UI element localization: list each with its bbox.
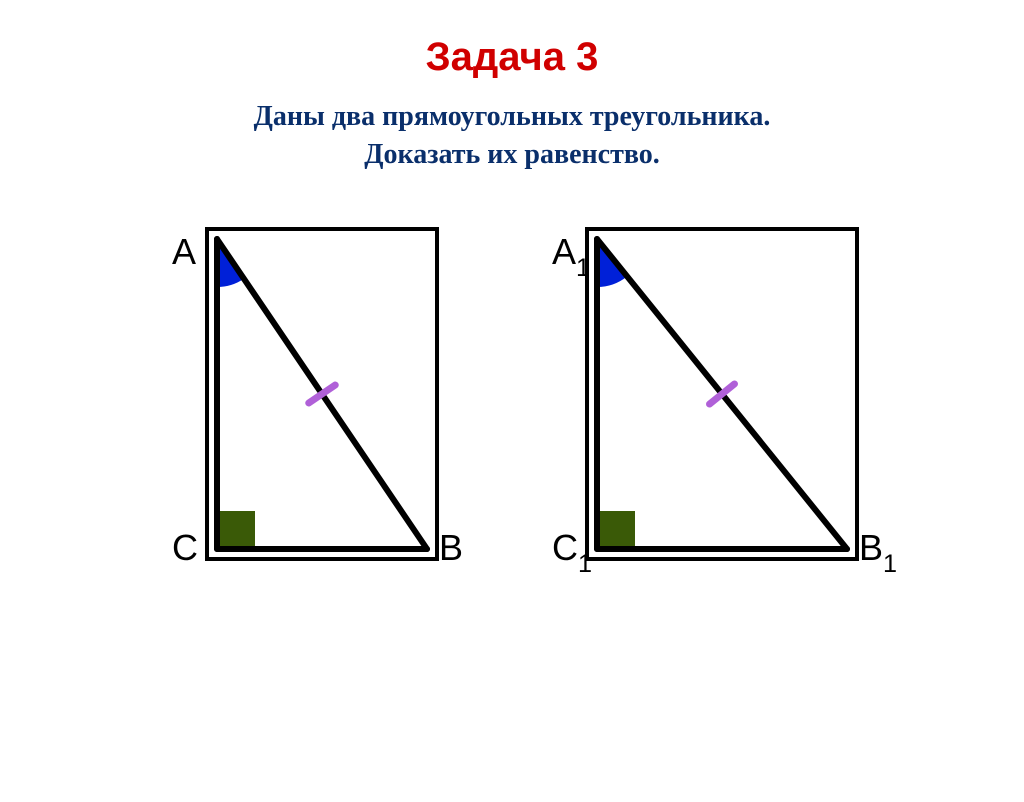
- vertex-C1: C1: [552, 527, 592, 575]
- figures-container: A B C A1 B1 C1: [0, 219, 1024, 579]
- vertex-C: C: [172, 527, 198, 569]
- triangle-right: A1 B1 C1: [527, 219, 877, 579]
- vertex-A: A: [172, 231, 196, 273]
- vertex-B1: B1: [859, 527, 897, 575]
- triangle-left: A B C: [147, 219, 457, 579]
- vertex-B: B: [439, 527, 463, 569]
- statement-line2: Доказать их равенство.: [364, 139, 660, 170]
- problem-statement: Даны два прямоугольных треугольника. Док…: [0, 98, 1024, 174]
- problem-title: Задача 3: [0, 35, 1024, 80]
- statement-line1: Даны два прямоугольных треугольника.: [254, 101, 771, 132]
- vertex-A1: A1: [552, 231, 590, 279]
- triangle-left-svg: [147, 219, 457, 579]
